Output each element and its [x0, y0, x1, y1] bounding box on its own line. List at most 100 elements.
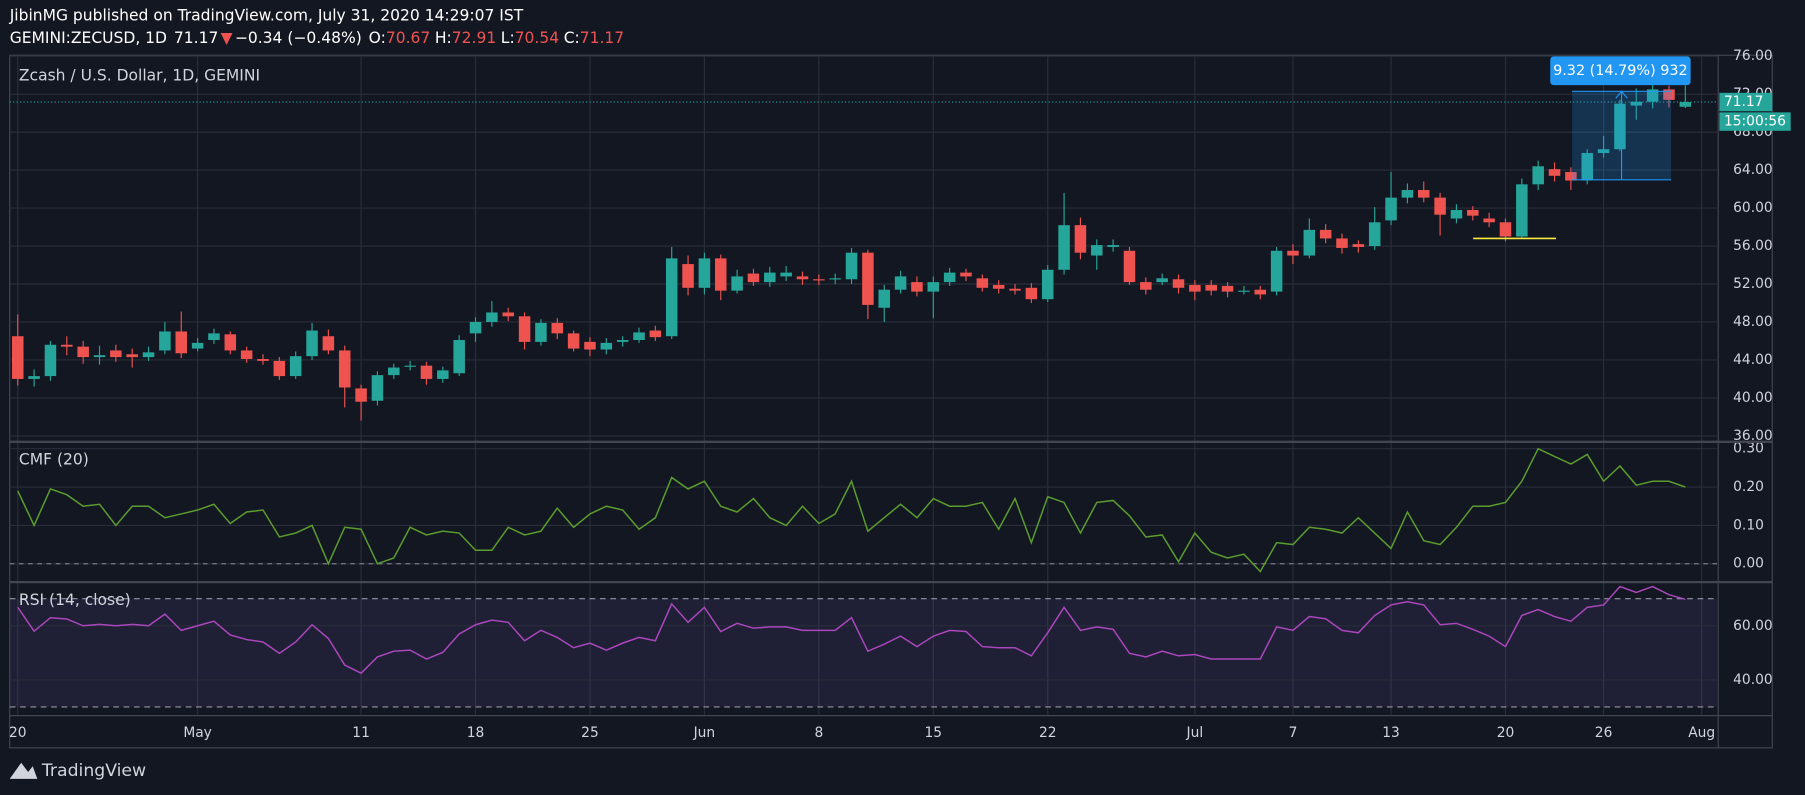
candle-body	[682, 264, 694, 288]
candle-body	[1679, 102, 1692, 107]
candle-body	[633, 332, 645, 341]
candle-body	[1058, 225, 1070, 270]
candle-body	[1221, 285, 1234, 292]
candle-body	[1009, 288, 1021, 291]
y-tick-label: 56.00	[1733, 238, 1773, 254]
indicator-line	[17, 447, 1686, 573]
candle-body	[486, 312, 498, 322]
y-tick-label: 76.00	[1733, 48, 1773, 64]
candle-body	[715, 258, 727, 291]
candle-body	[1254, 289, 1267, 295]
y-tick-label: 64.00	[1733, 162, 1773, 178]
candle-body	[1467, 209, 1479, 216]
candle-body	[224, 334, 237, 351]
plot-layer: 20 May 11 18 25 Jun 8 15 22 Jul 7 13 20 26 Aug 36.00 40.…	[9, 48, 1791, 741]
brand: TradingView	[41, 761, 146, 781]
candle-body	[535, 322, 547, 342]
candle-body	[306, 330, 318, 357]
x-tick-label: 11	[352, 725, 370, 741]
candle-body	[1401, 190, 1414, 198]
ohlc-value: 71.17	[580, 28, 624, 46]
candle-body	[551, 322, 564, 334]
x-tick-label: 22	[1039, 725, 1057, 741]
measure-label: 9.32 (14.79%) 932	[1553, 63, 1688, 79]
candle-body	[960, 272, 972, 277]
ohlc-label: H:	[435, 28, 452, 46]
candle-body	[175, 331, 187, 354]
candle-body	[388, 367, 400, 376]
candle-body	[1597, 149, 1610, 154]
y-tick-label: 40.00	[1733, 390, 1773, 406]
candle-body	[273, 360, 286, 377]
candle-body	[437, 370, 449, 379]
rsi-band	[9, 598, 1718, 707]
x-tick-label: 20	[9, 725, 27, 741]
candle-body	[976, 278, 989, 288]
pane-title: Zcash / U.S. Dollar, 1D, GEMINI	[19, 66, 260, 84]
candle-body	[1074, 225, 1087, 253]
change: −0.34 (−0.48%)	[235, 28, 362, 46]
symbol-line: GEMINI:ZECUSD, 1D 71.17 ▼ −0.34 (−0.48%) O:7…	[10, 28, 624, 46]
x-tick-label: 18	[467, 725, 485, 741]
candle-body	[1238, 290, 1250, 292]
direction: ▼	[221, 28, 233, 46]
y-tick-label: 48.00	[1733, 314, 1773, 330]
y-tick-label: 36.00	[1733, 428, 1773, 444]
candle-body	[911, 282, 923, 292]
symbol: GEMINI:ZECUSD, 1D	[10, 28, 167, 46]
x-tick-label: 13	[1382, 725, 1400, 741]
y-tick-label: 0.10	[1733, 517, 1764, 533]
candle-body	[1516, 184, 1528, 237]
candle-body	[813, 279, 825, 281]
publisher-line: JibinMG published on TradingView.com, Ju…	[9, 7, 524, 25]
candle-body	[616, 340, 629, 342]
candle-body	[159, 331, 171, 351]
candle-body	[845, 252, 858, 280]
ohlc-value: 70.54	[515, 28, 559, 46]
candle-body	[1041, 269, 1054, 300]
candle-body	[1189, 284, 1201, 292]
candle-body	[1287, 250, 1299, 256]
candle-body	[240, 350, 253, 360]
last-price-label: 71.17	[1724, 94, 1764, 110]
candle-body	[126, 354, 138, 358]
candle-body	[567, 333, 580, 349]
candle-body	[1205, 284, 1217, 291]
candle-body	[1565, 171, 1577, 181]
candle-body	[829, 278, 841, 280]
candle-body	[1319, 229, 1332, 239]
y-tick-label: 0.00	[1733, 556, 1764, 572]
pane-title: CMF (20)	[19, 451, 89, 469]
candle-body	[1646, 89, 1659, 102]
candle-body	[1336, 238, 1348, 248]
y-tick-label: 60.00	[1733, 200, 1773, 216]
candle-body	[1548, 169, 1561, 176]
candle-body	[1123, 250, 1136, 283]
candle-body	[1303, 229, 1316, 256]
x-tick-label: Jun	[693, 725, 716, 741]
candle-body	[1450, 209, 1463, 219]
x-tick-label: May	[183, 725, 212, 741]
candle-body	[943, 272, 956, 283]
x-tick-label: 26	[1595, 725, 1613, 741]
candle-body	[289, 356, 302, 377]
candle-body	[796, 276, 809, 280]
candle-body	[1091, 245, 1103, 256]
candle-body	[142, 352, 155, 358]
candle-body	[208, 333, 220, 341]
candle-body	[1663, 89, 1675, 100]
x-tick-label: Aug	[1688, 725, 1715, 741]
ohlc-label: L:	[501, 28, 515, 46]
candle-body	[1532, 166, 1544, 185]
x-tick-label: Jul	[1186, 725, 1204, 741]
candle-body	[1499, 222, 1512, 237]
candle-body	[93, 355, 106, 358]
candle-body	[404, 365, 416, 367]
candle-body	[257, 359, 269, 361]
candle-body	[44, 344, 57, 377]
last-price-tag	[1719, 92, 1773, 112]
ohlc-value: 70.67	[386, 28, 430, 46]
candle-body	[649, 330, 662, 338]
